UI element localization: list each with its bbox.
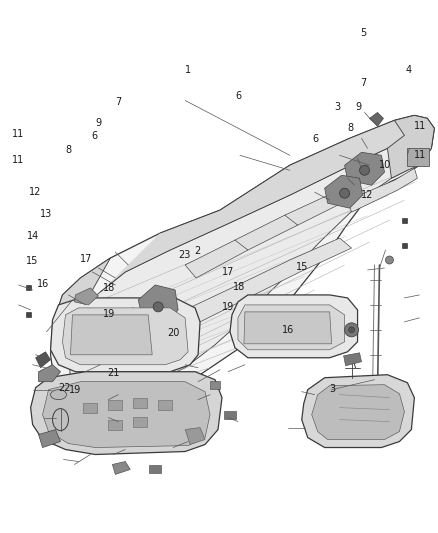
Text: 21: 21: [107, 368, 120, 378]
Bar: [108, 419, 122, 430]
Text: 17: 17: [222, 267, 234, 277]
Polygon shape: [68, 140, 424, 390]
Text: 16: 16: [282, 325, 294, 335]
Polygon shape: [63, 308, 188, 365]
Polygon shape: [74, 288, 99, 305]
Bar: [402, 243, 407, 247]
Polygon shape: [50, 298, 200, 372]
Bar: [26, 312, 31, 317]
Polygon shape: [302, 375, 414, 448]
Polygon shape: [325, 175, 363, 208]
Text: 22: 22: [58, 383, 70, 393]
Polygon shape: [39, 430, 60, 448]
Text: 8: 8: [347, 123, 353, 133]
Polygon shape: [53, 258, 110, 330]
Text: 6: 6: [312, 134, 318, 144]
Polygon shape: [388, 116, 434, 178]
Circle shape: [385, 256, 393, 264]
Text: 12: 12: [29, 187, 42, 197]
Text: 12: 12: [361, 190, 374, 200]
Text: 4: 4: [406, 65, 412, 75]
Polygon shape: [348, 168, 417, 212]
Polygon shape: [35, 352, 50, 368]
Text: 11: 11: [414, 120, 426, 131]
Text: 3: 3: [329, 384, 336, 394]
Polygon shape: [343, 353, 361, 366]
Circle shape: [130, 323, 140, 333]
Bar: [26, 286, 31, 290]
Bar: [158, 400, 172, 410]
Polygon shape: [39, 365, 60, 382]
Text: 10: 10: [379, 160, 391, 171]
Polygon shape: [224, 410, 236, 418]
Circle shape: [360, 165, 370, 175]
Text: 18: 18: [233, 282, 245, 292]
Text: 20: 20: [167, 328, 179, 338]
Bar: [133, 398, 147, 408]
Polygon shape: [149, 465, 161, 473]
Text: 23: 23: [178, 250, 190, 260]
Text: 14: 14: [27, 231, 39, 241]
Polygon shape: [185, 192, 348, 278]
Text: 7: 7: [116, 96, 122, 107]
Bar: [210, 381, 220, 389]
Polygon shape: [345, 152, 385, 185]
Polygon shape: [312, 385, 404, 440]
Bar: [108, 400, 122, 410]
Polygon shape: [42, 382, 210, 448]
Bar: [83, 402, 97, 413]
Polygon shape: [238, 305, 345, 350]
Text: 9: 9: [356, 102, 362, 112]
Bar: [402, 217, 407, 223]
Text: 16: 16: [37, 279, 49, 288]
Bar: [133, 417, 147, 426]
Polygon shape: [185, 238, 352, 325]
Circle shape: [153, 302, 163, 312]
Polygon shape: [230, 295, 357, 358]
Polygon shape: [50, 116, 434, 405]
Polygon shape: [370, 112, 384, 126]
Polygon shape: [115, 308, 152, 343]
Text: 17: 17: [80, 254, 92, 263]
Text: 11: 11: [12, 155, 24, 165]
Text: 18: 18: [103, 283, 115, 293]
Circle shape: [339, 188, 350, 198]
Text: 11: 11: [414, 150, 426, 160]
Text: 11: 11: [12, 128, 24, 139]
Polygon shape: [185, 427, 205, 445]
Text: 15: 15: [26, 256, 38, 266]
Text: 6: 6: [236, 91, 242, 101]
Polygon shape: [112, 462, 130, 474]
Polygon shape: [138, 285, 178, 325]
Text: 6: 6: [92, 131, 98, 141]
Polygon shape: [244, 312, 332, 344]
Text: 5: 5: [360, 28, 366, 38]
Circle shape: [349, 327, 355, 333]
Bar: [407, 148, 429, 166]
Text: 2: 2: [194, 246, 200, 255]
Ellipse shape: [50, 390, 67, 400]
Text: 7: 7: [360, 78, 366, 88]
Polygon shape: [71, 315, 152, 355]
Text: 9: 9: [96, 118, 102, 128]
Text: 19: 19: [103, 309, 115, 319]
Polygon shape: [100, 116, 434, 292]
Polygon shape: [31, 372, 222, 455]
Text: 1: 1: [185, 65, 191, 75]
Text: 8: 8: [65, 144, 71, 155]
Text: 19: 19: [69, 385, 81, 395]
Circle shape: [345, 323, 359, 337]
Text: 19: 19: [222, 302, 234, 312]
Text: 3: 3: [334, 102, 340, 112]
Text: 13: 13: [40, 209, 53, 220]
Text: 15: 15: [296, 262, 308, 271]
